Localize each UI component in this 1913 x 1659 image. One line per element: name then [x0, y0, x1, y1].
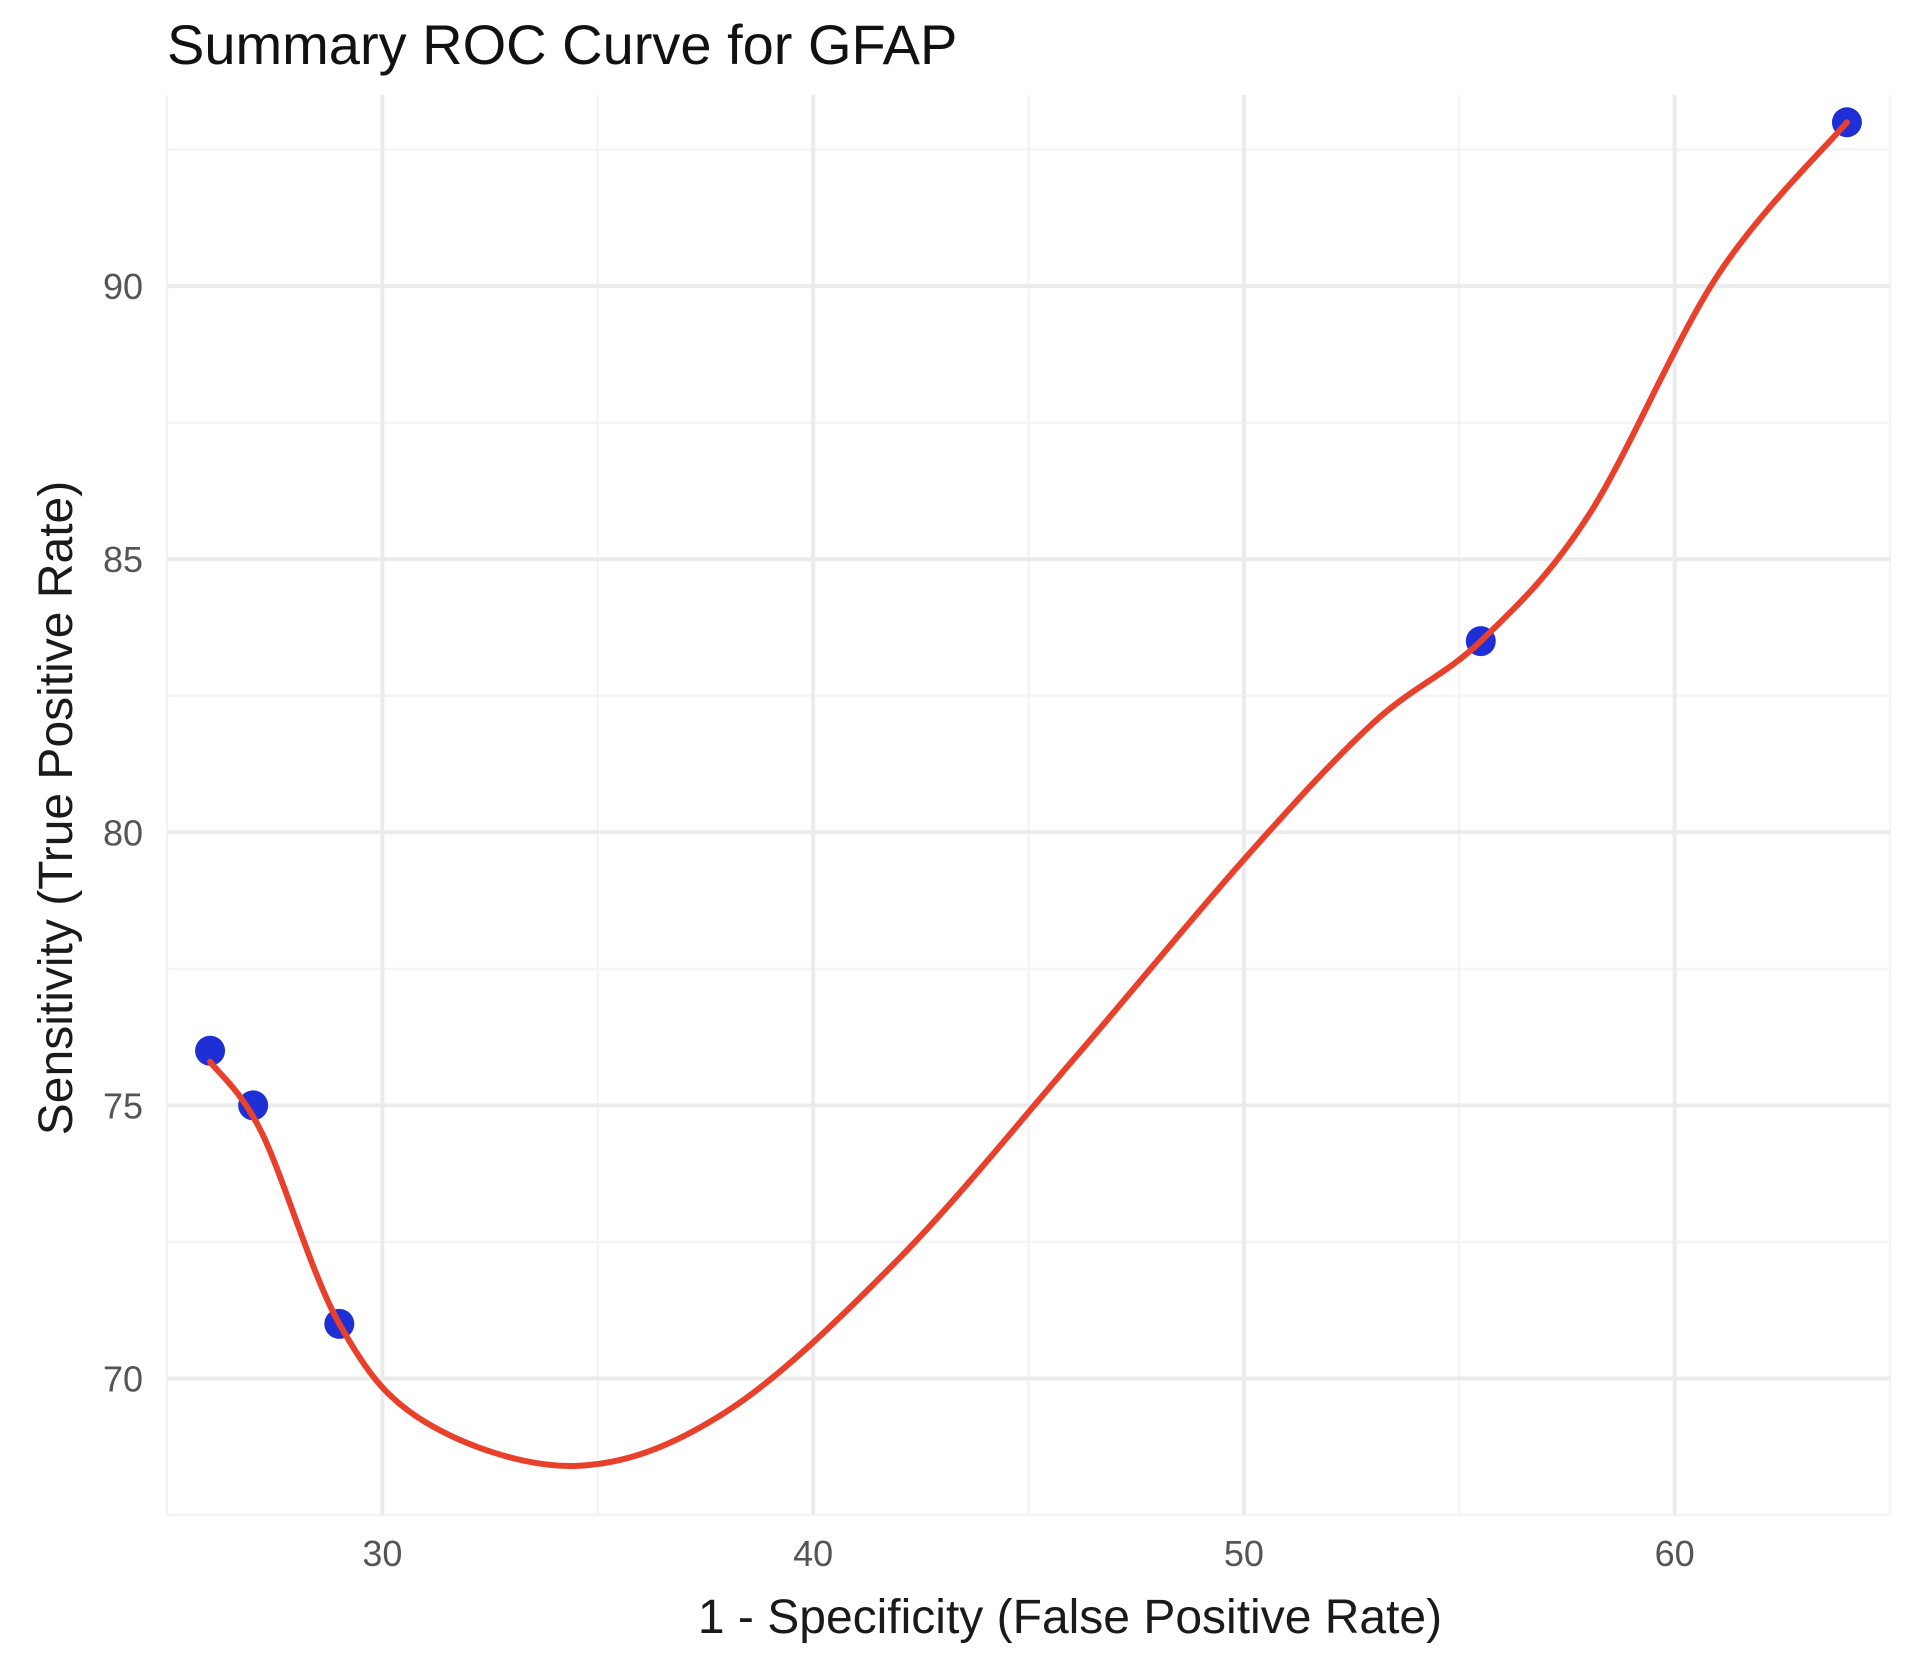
x-axis-label: 1 - Specificity (False Positive Rate)	[698, 1591, 1442, 1644]
y-tick-labels: 70 75 80 85 90	[103, 266, 143, 1399]
data-point	[195, 1035, 226, 1066]
y-tick-label: 70	[103, 1358, 143, 1399]
y-tick-label: 90	[103, 266, 143, 307]
x-tick-label: 60	[1655, 1533, 1695, 1574]
summary-roc-curve	[207, 119, 1850, 1469]
curve-layer	[207, 119, 1850, 1469]
chart-title: Summary ROC Curve for GFAP	[167, 13, 957, 76]
y-tick-label: 85	[103, 539, 143, 580]
x-tick-label: 30	[362, 1533, 402, 1574]
y-tick-label: 75	[103, 1085, 143, 1126]
x-tick-labels: 30 40 50 60	[362, 1533, 1694, 1574]
y-tick-label: 80	[103, 812, 143, 853]
minor-gridlines	[165, 95, 1892, 1517]
x-tick-label: 40	[793, 1533, 833, 1574]
major-gridlines	[167, 95, 1890, 1515]
y-axis-label: Sensitivity (True Positive Rate)	[30, 481, 83, 1135]
x-tick-label: 50	[1224, 1533, 1264, 1574]
data-point	[238, 1090, 269, 1121]
